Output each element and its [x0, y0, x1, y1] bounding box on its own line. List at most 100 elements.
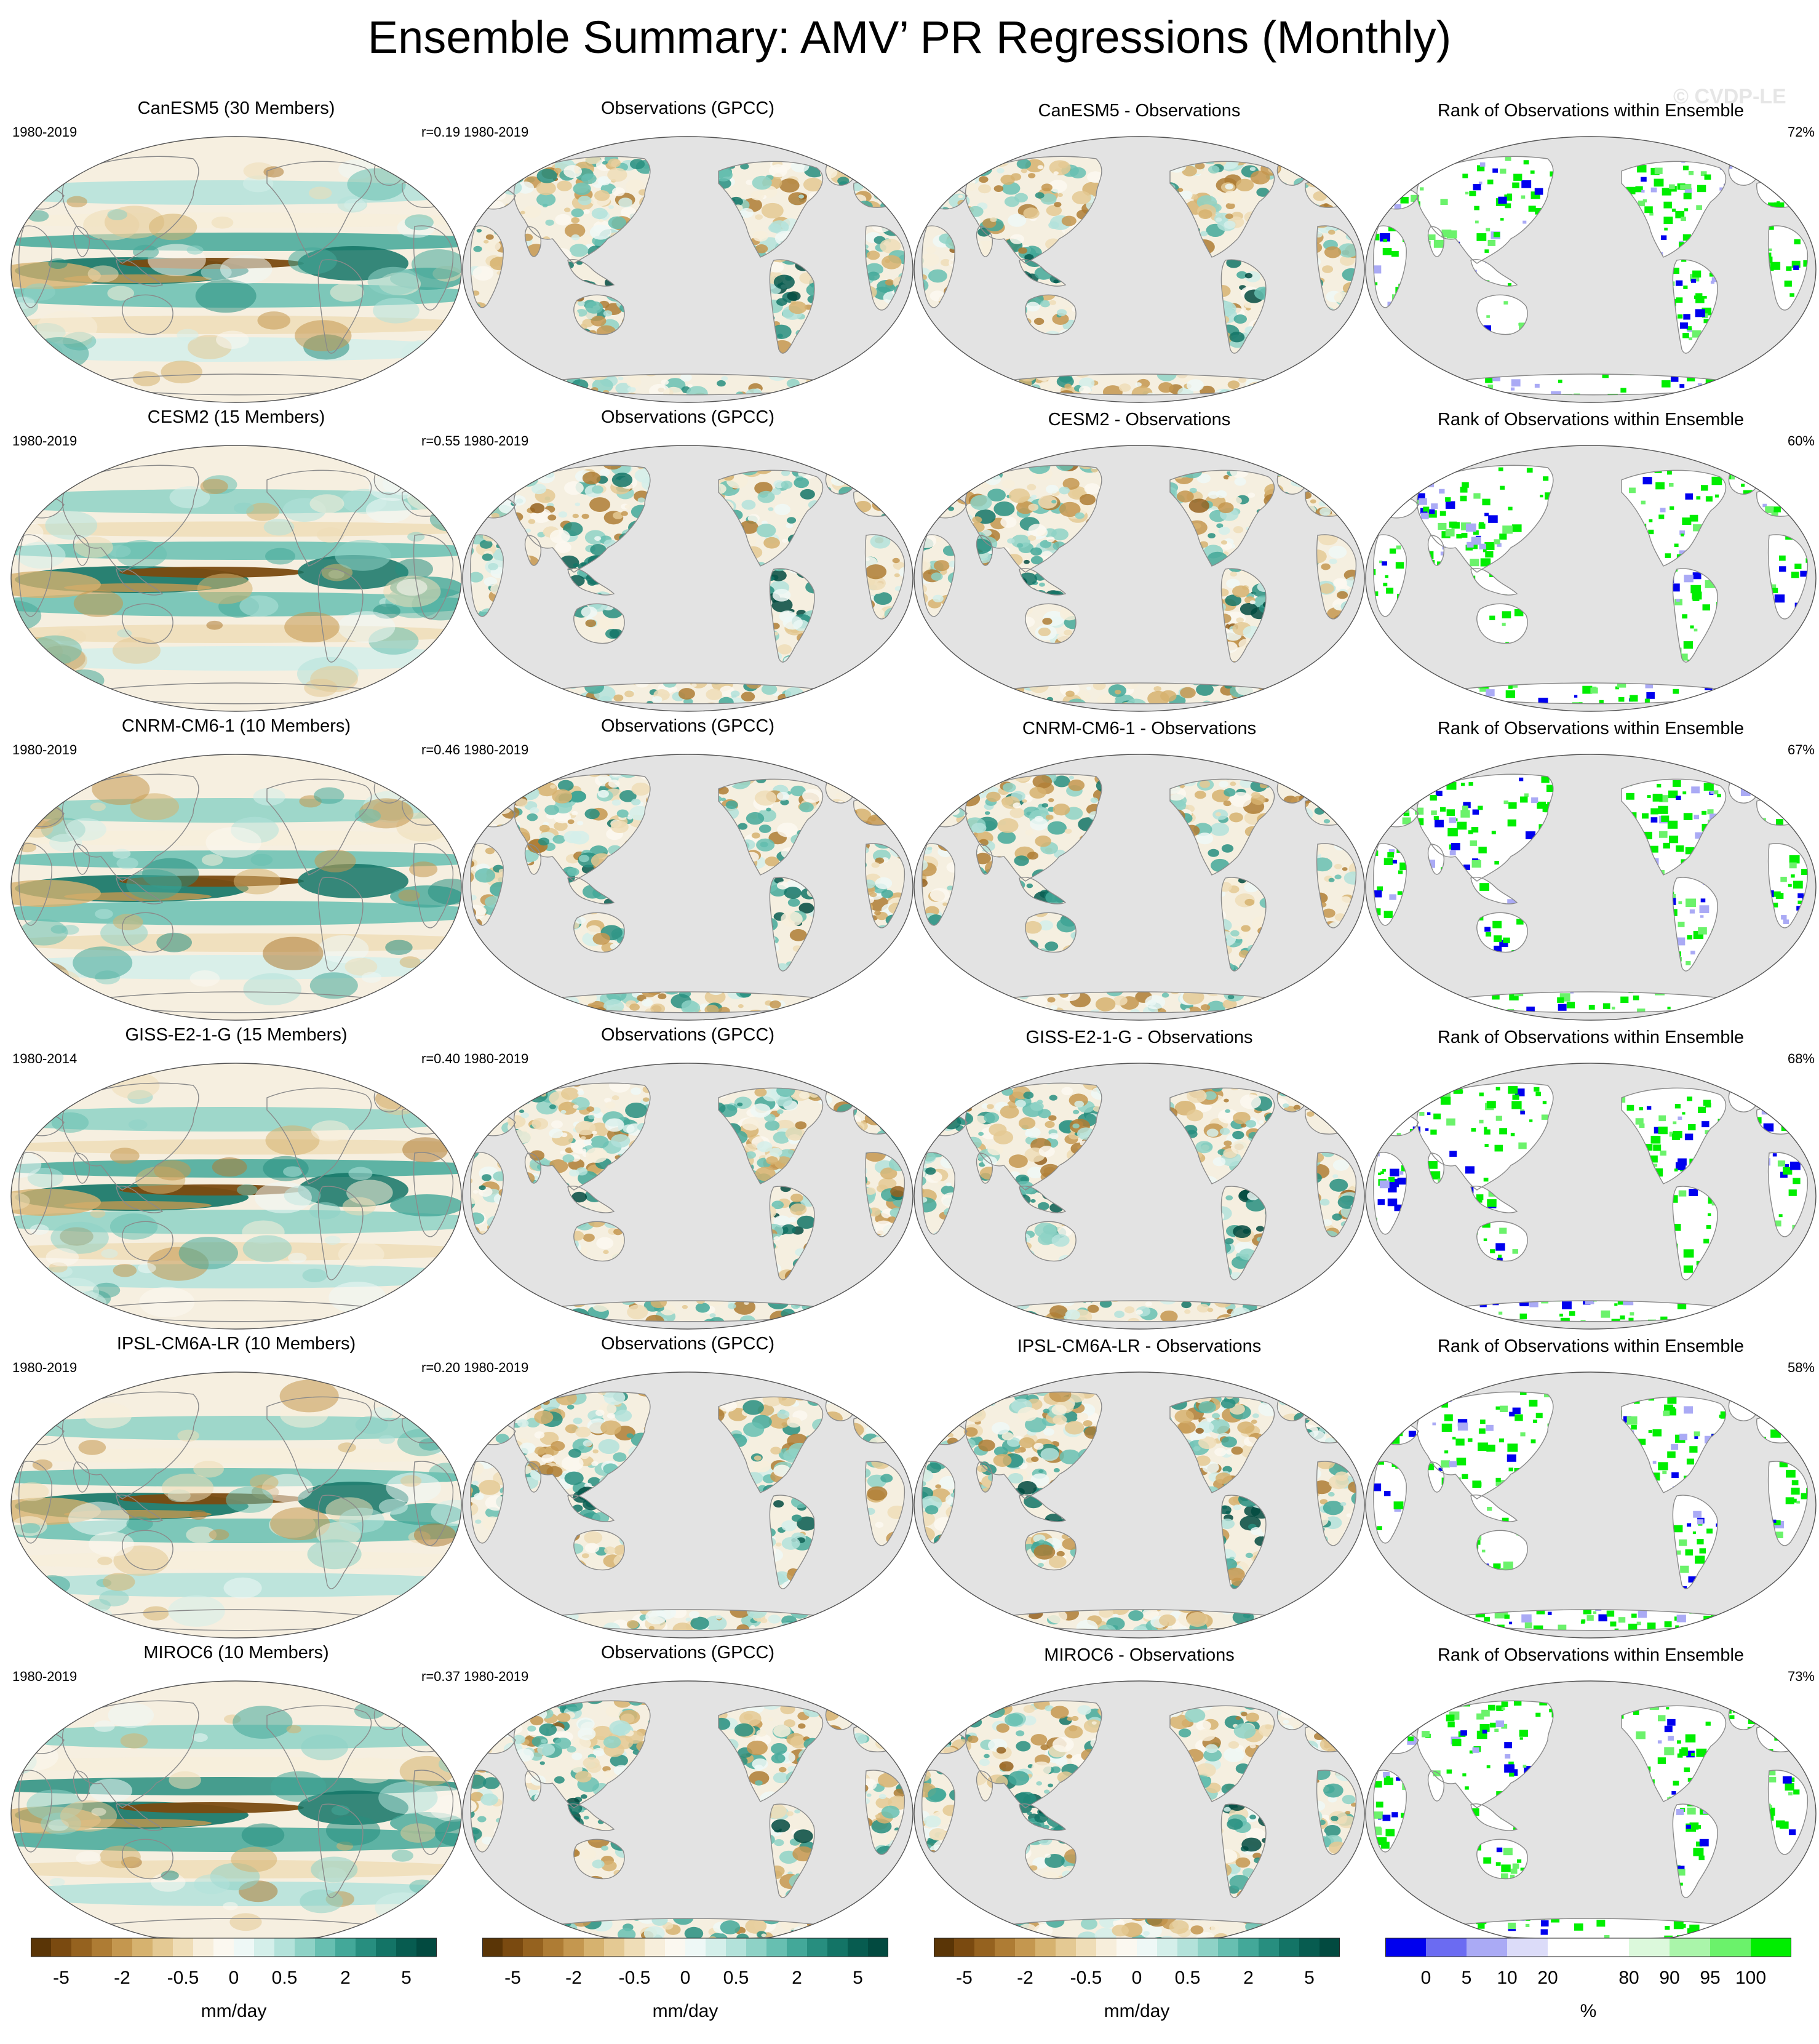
panel-title: Observations (GPCC) — [600, 1025, 774, 1045]
panel-title: CNRM-CM6-1 (10 Members) — [121, 716, 351, 736]
panel-title: Rank of Observations within Ensemble — [1437, 410, 1745, 429]
colorbar-swatch — [1137, 1938, 1158, 1957]
model-panel: GISS-E2-1-G (15 Members) 1980-2014 r=0.40 — [9, 1025, 464, 1333]
panel-title: CNRM-CM6-1 - Observations — [1022, 719, 1257, 738]
observations-panel: Observations (GPCC) 1980-2019 — [460, 98, 915, 406]
panel-title: GISS-E2-1-G - Observations — [1025, 1028, 1253, 1047]
difference-map-4 — [913, 1371, 1365, 1639]
panel-title: MIROC6 - Observations — [1044, 1645, 1235, 1665]
colorbar-swatch — [934, 1938, 955, 1957]
correlation-label: r=0.20 — [421, 1360, 460, 1375]
difference-map-0 — [913, 136, 1365, 403]
panel-title: Observations (GPCC) — [600, 407, 774, 427]
colorbar-swatch — [1385, 1938, 1427, 1957]
correlation-label: r=0.46 — [421, 742, 460, 757]
period-label: 1980-2019 — [464, 124, 529, 140]
panel-title: Observations (GPCC) — [600, 1334, 774, 1354]
colorbar-swatch — [787, 1938, 808, 1957]
model-panel: MIROC6 (10 Members) 1980-2019 r=0.37 — [9, 1643, 464, 1950]
colorbar-swatch — [92, 1938, 113, 1957]
colorbar-tick-label: 95 — [1700, 1968, 1720, 1988]
colorbar-swatch — [665, 1938, 686, 1957]
colorbar-swatch — [1467, 1938, 1508, 1957]
colorbar-swatch — [1238, 1938, 1259, 1957]
rank-panel: Rank of Observations within Ensemble 72% — [1363, 98, 1818, 406]
panel-title: Observations (GPCC) — [600, 1643, 774, 1663]
colorbar-tick-label: 5 — [1462, 1968, 1472, 1988]
colorbar-swatch — [1426, 1938, 1467, 1957]
panel-title: CESM2 (15 Members) — [147, 407, 325, 427]
observations-panel: Observations (GPCC) 1980-2019 — [460, 407, 915, 715]
rank-map-1 — [1365, 445, 1817, 712]
colorbar-swatch — [1096, 1938, 1117, 1957]
difference-map-5 — [913, 1680, 1365, 1947]
colorbar-swatch — [335, 1938, 356, 1957]
colorbar-swatches: -5 -2 -0.5 0 0.5 2 5 — [482, 1938, 888, 1988]
colorbar: 0 5 10 20 80 90 95 100% — [1385, 1937, 1791, 2023]
colorbar-swatch — [396, 1938, 417, 1957]
rank-panel: Rank of Observations within Ensemble 68% — [1363, 1025, 1818, 1333]
colorbar-swatch — [376, 1938, 397, 1957]
observations-map-4 — [462, 1371, 913, 1639]
colorbar-swatch — [1218, 1938, 1239, 1957]
colorbar: -5 -2 -0.5 0 0.5 2 5 mm/day — [934, 1937, 1340, 2023]
colorbar-unit: % — [1580, 2001, 1597, 2021]
colorbar-swatch — [827, 1938, 848, 1957]
model-map-4 — [10, 1371, 462, 1639]
panel-title: CanESM5 (30 Members) — [137, 98, 335, 118]
colorbar-swatch — [563, 1938, 584, 1957]
rank-percent: 58% — [1787, 1360, 1815, 1375]
model-panel: CESM2 (15 Members) 1980-2019 r=0.55 — [9, 407, 464, 715]
period-label: 1980-2014 — [12, 1051, 78, 1066]
colorbar-swatch — [295, 1938, 316, 1957]
colorbar-tick-label: 5 — [401, 1968, 412, 1988]
colorbar-swatch — [315, 1938, 336, 1957]
difference-panel: MIROC6 - Observations — [912, 1643, 1367, 1950]
colorbar-swatch — [1588, 1938, 1630, 1957]
colorbar-swatch — [1319, 1938, 1340, 1957]
colorbar-tick-label: 2 — [792, 1968, 802, 1988]
difference-panel: GISS-E2-1-G - Observations — [912, 1025, 1367, 1333]
colorbar: -5 -2 -0.5 0 0.5 2 5 mm/day — [482, 1937, 888, 2023]
correlation-label: r=0.55 — [421, 433, 460, 449]
colorbar-swatch — [1710, 1938, 1751, 1957]
period-label: 1980-2019 — [12, 1360, 78, 1375]
colorbar-tick-label: 2 — [1243, 1968, 1254, 1988]
rank-map-2 — [1365, 754, 1817, 1021]
difference-map-3 — [913, 1063, 1365, 1330]
colorbar-swatches: -5 -2 -0.5 0 0.5 2 5 — [934, 1938, 1340, 1988]
colorbar-swatch — [706, 1938, 726, 1957]
colorbar-tick-label: -0.5 — [167, 1968, 199, 1988]
figure-title: Ensemble Summary: AMV’ PR Regressions (M… — [367, 12, 1452, 63]
colorbar-swatch — [1157, 1938, 1178, 1957]
rank-percent: 73% — [1787, 1669, 1815, 1684]
period-label: 1980-2019 — [464, 433, 529, 449]
colorbar-tick-label: -2 — [565, 1968, 582, 1988]
colorbar-swatches: -5 -2 -0.5 0 0.5 2 5 — [31, 1938, 437, 1988]
observations-panel: Observations (GPCC) 1980-2019 — [460, 1643, 915, 1950]
colorbar-swatch — [954, 1938, 975, 1957]
colorbar-tick-label: 0 — [229, 1968, 239, 1988]
panel-title: Observations (GPCC) — [600, 98, 774, 118]
colorbar-tick-label: -2 — [1017, 1968, 1033, 1988]
colorbar-tick-label: 0 — [1421, 1968, 1431, 1988]
colorbar-swatch — [31, 1938, 52, 1957]
colorbar-swatch — [274, 1938, 295, 1957]
colorbar-tick-label: 80 — [1618, 1968, 1639, 1988]
colorbar-swatch — [726, 1938, 747, 1957]
colorbar-swatch — [173, 1938, 194, 1957]
difference-panel: CanESM5 - Observations — [912, 98, 1367, 406]
period-label: 1980-2019 — [12, 1669, 78, 1684]
correlation-label: r=0.40 — [421, 1051, 460, 1066]
colorbar-tick-label: 90 — [1659, 1968, 1679, 1988]
model-map-2 — [10, 754, 462, 1021]
colorbar-swatch — [213, 1938, 234, 1957]
panel-title: Rank of Observations within Ensemble — [1437, 101, 1745, 121]
period-label: 1980-2019 — [464, 1669, 529, 1684]
colorbar-swatch — [1751, 1938, 1791, 1957]
rank-panel: Rank of Observations within Ensemble 58% — [1363, 1334, 1818, 1642]
model-map-3 — [10, 1063, 462, 1330]
model-panel: CanESM5 (30 Members) 1980-2019 r=0.19 — [9, 98, 464, 406]
observations-map-5 — [462, 1680, 913, 1947]
colorbar-tick-label: 10 — [1497, 1968, 1517, 1988]
